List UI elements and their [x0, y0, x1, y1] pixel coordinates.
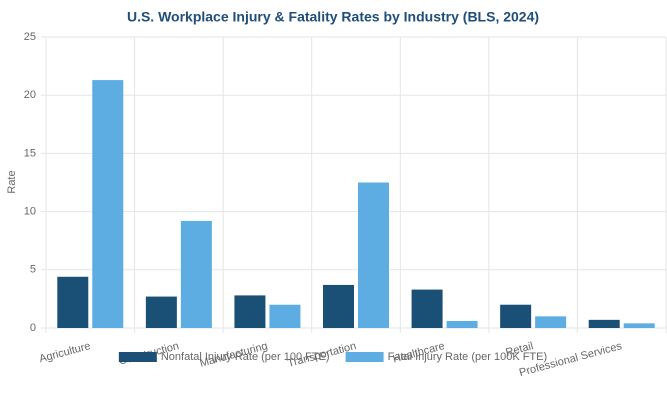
bar: [92, 80, 124, 329]
bar: [234, 295, 266, 328]
y-tick-label: 0: [30, 322, 36, 334]
bar: [623, 323, 655, 328]
y-tick-label: 15: [24, 147, 36, 159]
legend-label[interactable]: Nonfatal Injury Rate (per 100 FTE): [161, 351, 330, 363]
bar: [411, 289, 443, 328]
y-tick-label: 10: [24, 206, 36, 218]
x-tick-label: Agriculture: [38, 340, 92, 365]
y-tick-label: 5: [30, 264, 36, 276]
legend-label[interactable]: Fatal Injury Rate (per 100K FTE): [388, 351, 548, 363]
bar: [57, 276, 89, 328]
bar: [145, 296, 177, 328]
bar: [180, 220, 212, 328]
bar: [358, 182, 389, 328]
bar: [323, 284, 354, 328]
bar: [446, 321, 478, 328]
bar: [500, 304, 532, 328]
legend-swatch[interactable]: [118, 352, 157, 362]
bar: [535, 316, 567, 328]
bar: [269, 304, 301, 328]
y-tick-label: 25: [24, 31, 36, 43]
legend-swatch[interactable]: [345, 352, 384, 362]
chart-title: U.S. Workplace Injury & Fatality Rates b…: [127, 9, 539, 25]
bar: [588, 319, 620, 328]
y-tick-label: 20: [24, 89, 36, 101]
y-axis-label: Rate: [6, 170, 18, 193]
